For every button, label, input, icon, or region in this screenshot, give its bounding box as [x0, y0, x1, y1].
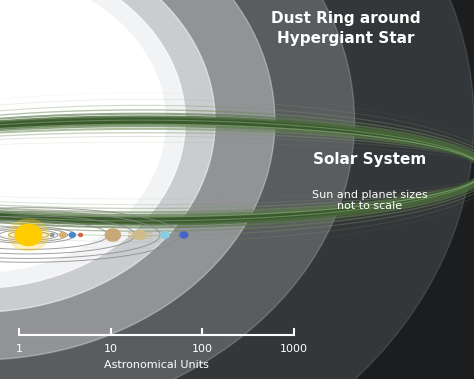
Circle shape — [60, 233, 65, 237]
Text: 100: 100 — [192, 344, 213, 354]
Circle shape — [161, 232, 169, 238]
Text: Solar System: Solar System — [313, 152, 426, 167]
Circle shape — [0, 0, 355, 379]
Text: 10: 10 — [104, 344, 118, 354]
Circle shape — [15, 224, 42, 246]
Circle shape — [0, 0, 165, 273]
Circle shape — [105, 229, 120, 241]
Circle shape — [0, 0, 275, 360]
Circle shape — [134, 230, 146, 240]
Text: Astronomical Units: Astronomical Units — [104, 360, 209, 370]
Circle shape — [0, 0, 152, 262]
Text: 1: 1 — [16, 344, 22, 354]
Circle shape — [50, 233, 54, 236]
Circle shape — [180, 232, 188, 238]
Circle shape — [79, 233, 82, 236]
Circle shape — [0, 0, 185, 288]
Circle shape — [69, 233, 75, 237]
Text: 1000: 1000 — [280, 344, 308, 354]
Text: Sun and planet sizes
not to scale: Sun and planet sizes not to scale — [312, 190, 428, 211]
Circle shape — [0, 0, 215, 312]
Text: Dust Ring around
Hypergiant Star: Dust Ring around Hypergiant Star — [271, 11, 421, 46]
Circle shape — [9, 219, 48, 251]
